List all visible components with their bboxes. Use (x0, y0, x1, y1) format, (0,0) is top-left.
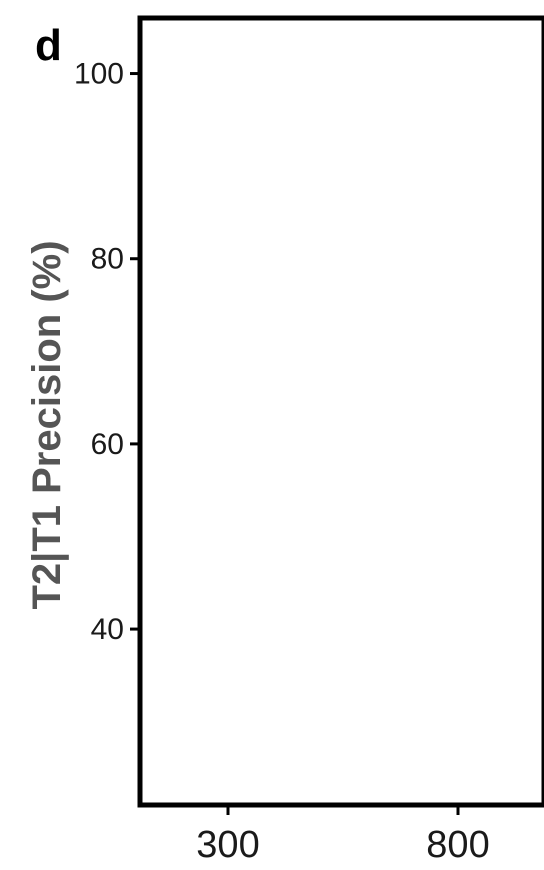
y-axis-label-group: T2|T1 Precision (%) (25, 240, 69, 609)
x-tick-label: 800 (426, 824, 489, 866)
y-axis-label: T2|T1 Precision (%) (25, 240, 69, 609)
y-tick-label: 40 (91, 613, 124, 646)
axes: 40 60 80 100 300 800 (74, 15, 544, 866)
y-tick-label: 100 (74, 58, 124, 91)
panel-letter: d (35, 21, 62, 70)
y-tick-label: 60 (91, 428, 124, 461)
y-tick-label: 80 (91, 243, 124, 276)
x-tick-label: 300 (196, 824, 259, 866)
plot-frame (137, 15, 544, 808)
